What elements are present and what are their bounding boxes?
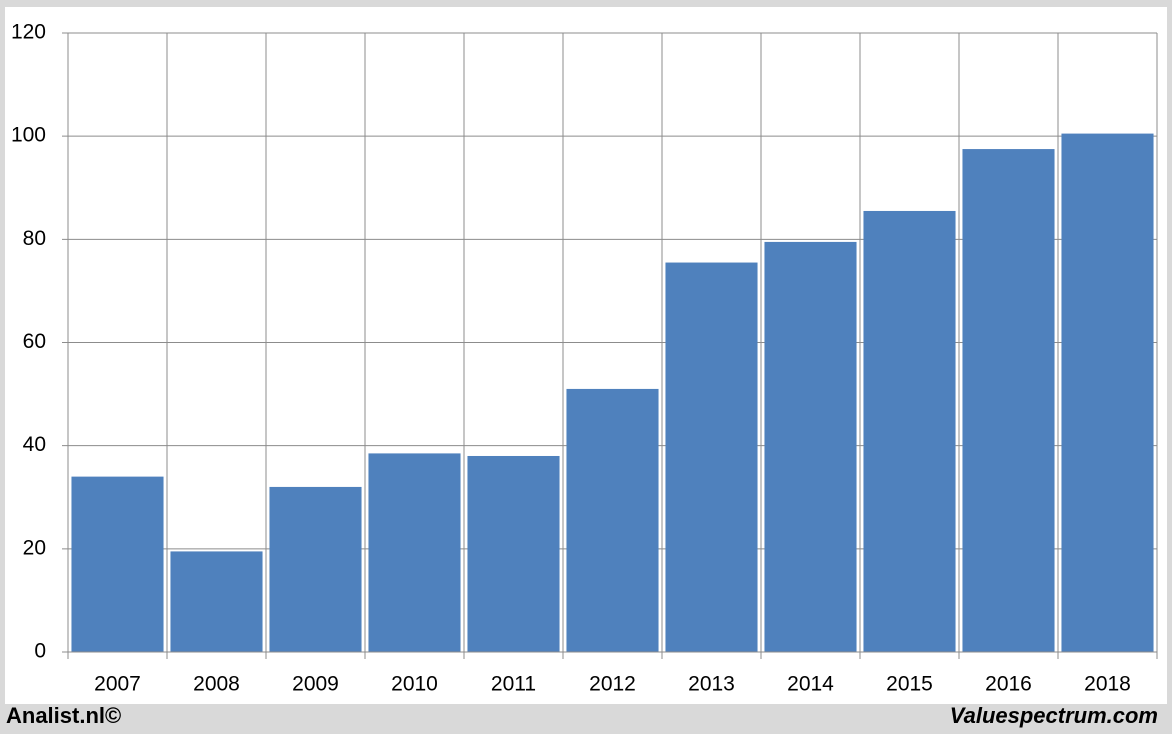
bar bbox=[566, 388, 659, 652]
y-tick-label: 80 bbox=[23, 227, 46, 250]
bar bbox=[665, 262, 758, 652]
bar bbox=[863, 210, 956, 652]
bar bbox=[764, 241, 857, 652]
y-tick-label: 100 bbox=[11, 124, 46, 147]
y-tick-label: 0 bbox=[34, 640, 46, 663]
x-tick-label: 2008 bbox=[193, 673, 240, 696]
footer-right: Valuespectrum.com bbox=[950, 703, 1158, 728]
x-tick-label: 2015 bbox=[886, 673, 933, 696]
x-tick-label: 2014 bbox=[787, 673, 834, 696]
bar bbox=[269, 486, 362, 652]
bar bbox=[1061, 133, 1154, 652]
y-tick-label: 40 bbox=[23, 433, 46, 456]
footer-left: Analist.nl© bbox=[6, 703, 121, 728]
x-tick-label: 2016 bbox=[985, 673, 1032, 696]
y-tick-label: 120 bbox=[11, 21, 46, 44]
bar bbox=[962, 149, 1055, 652]
x-tick-label: 2018 bbox=[1084, 673, 1131, 696]
bar bbox=[368, 453, 461, 652]
x-tick-label: 2013 bbox=[688, 673, 735, 696]
y-tick-label: 20 bbox=[23, 536, 46, 559]
x-tick-label: 2007 bbox=[94, 673, 141, 696]
bar bbox=[467, 455, 560, 652]
bar bbox=[170, 551, 263, 652]
x-tick-label: 2009 bbox=[292, 673, 339, 696]
x-tick-label: 2012 bbox=[589, 673, 636, 696]
x-tick-label: 2010 bbox=[391, 673, 438, 696]
bar bbox=[71, 476, 164, 652]
x-tick-label: 2011 bbox=[491, 673, 536, 696]
y-tick-label: 60 bbox=[23, 330, 46, 353]
